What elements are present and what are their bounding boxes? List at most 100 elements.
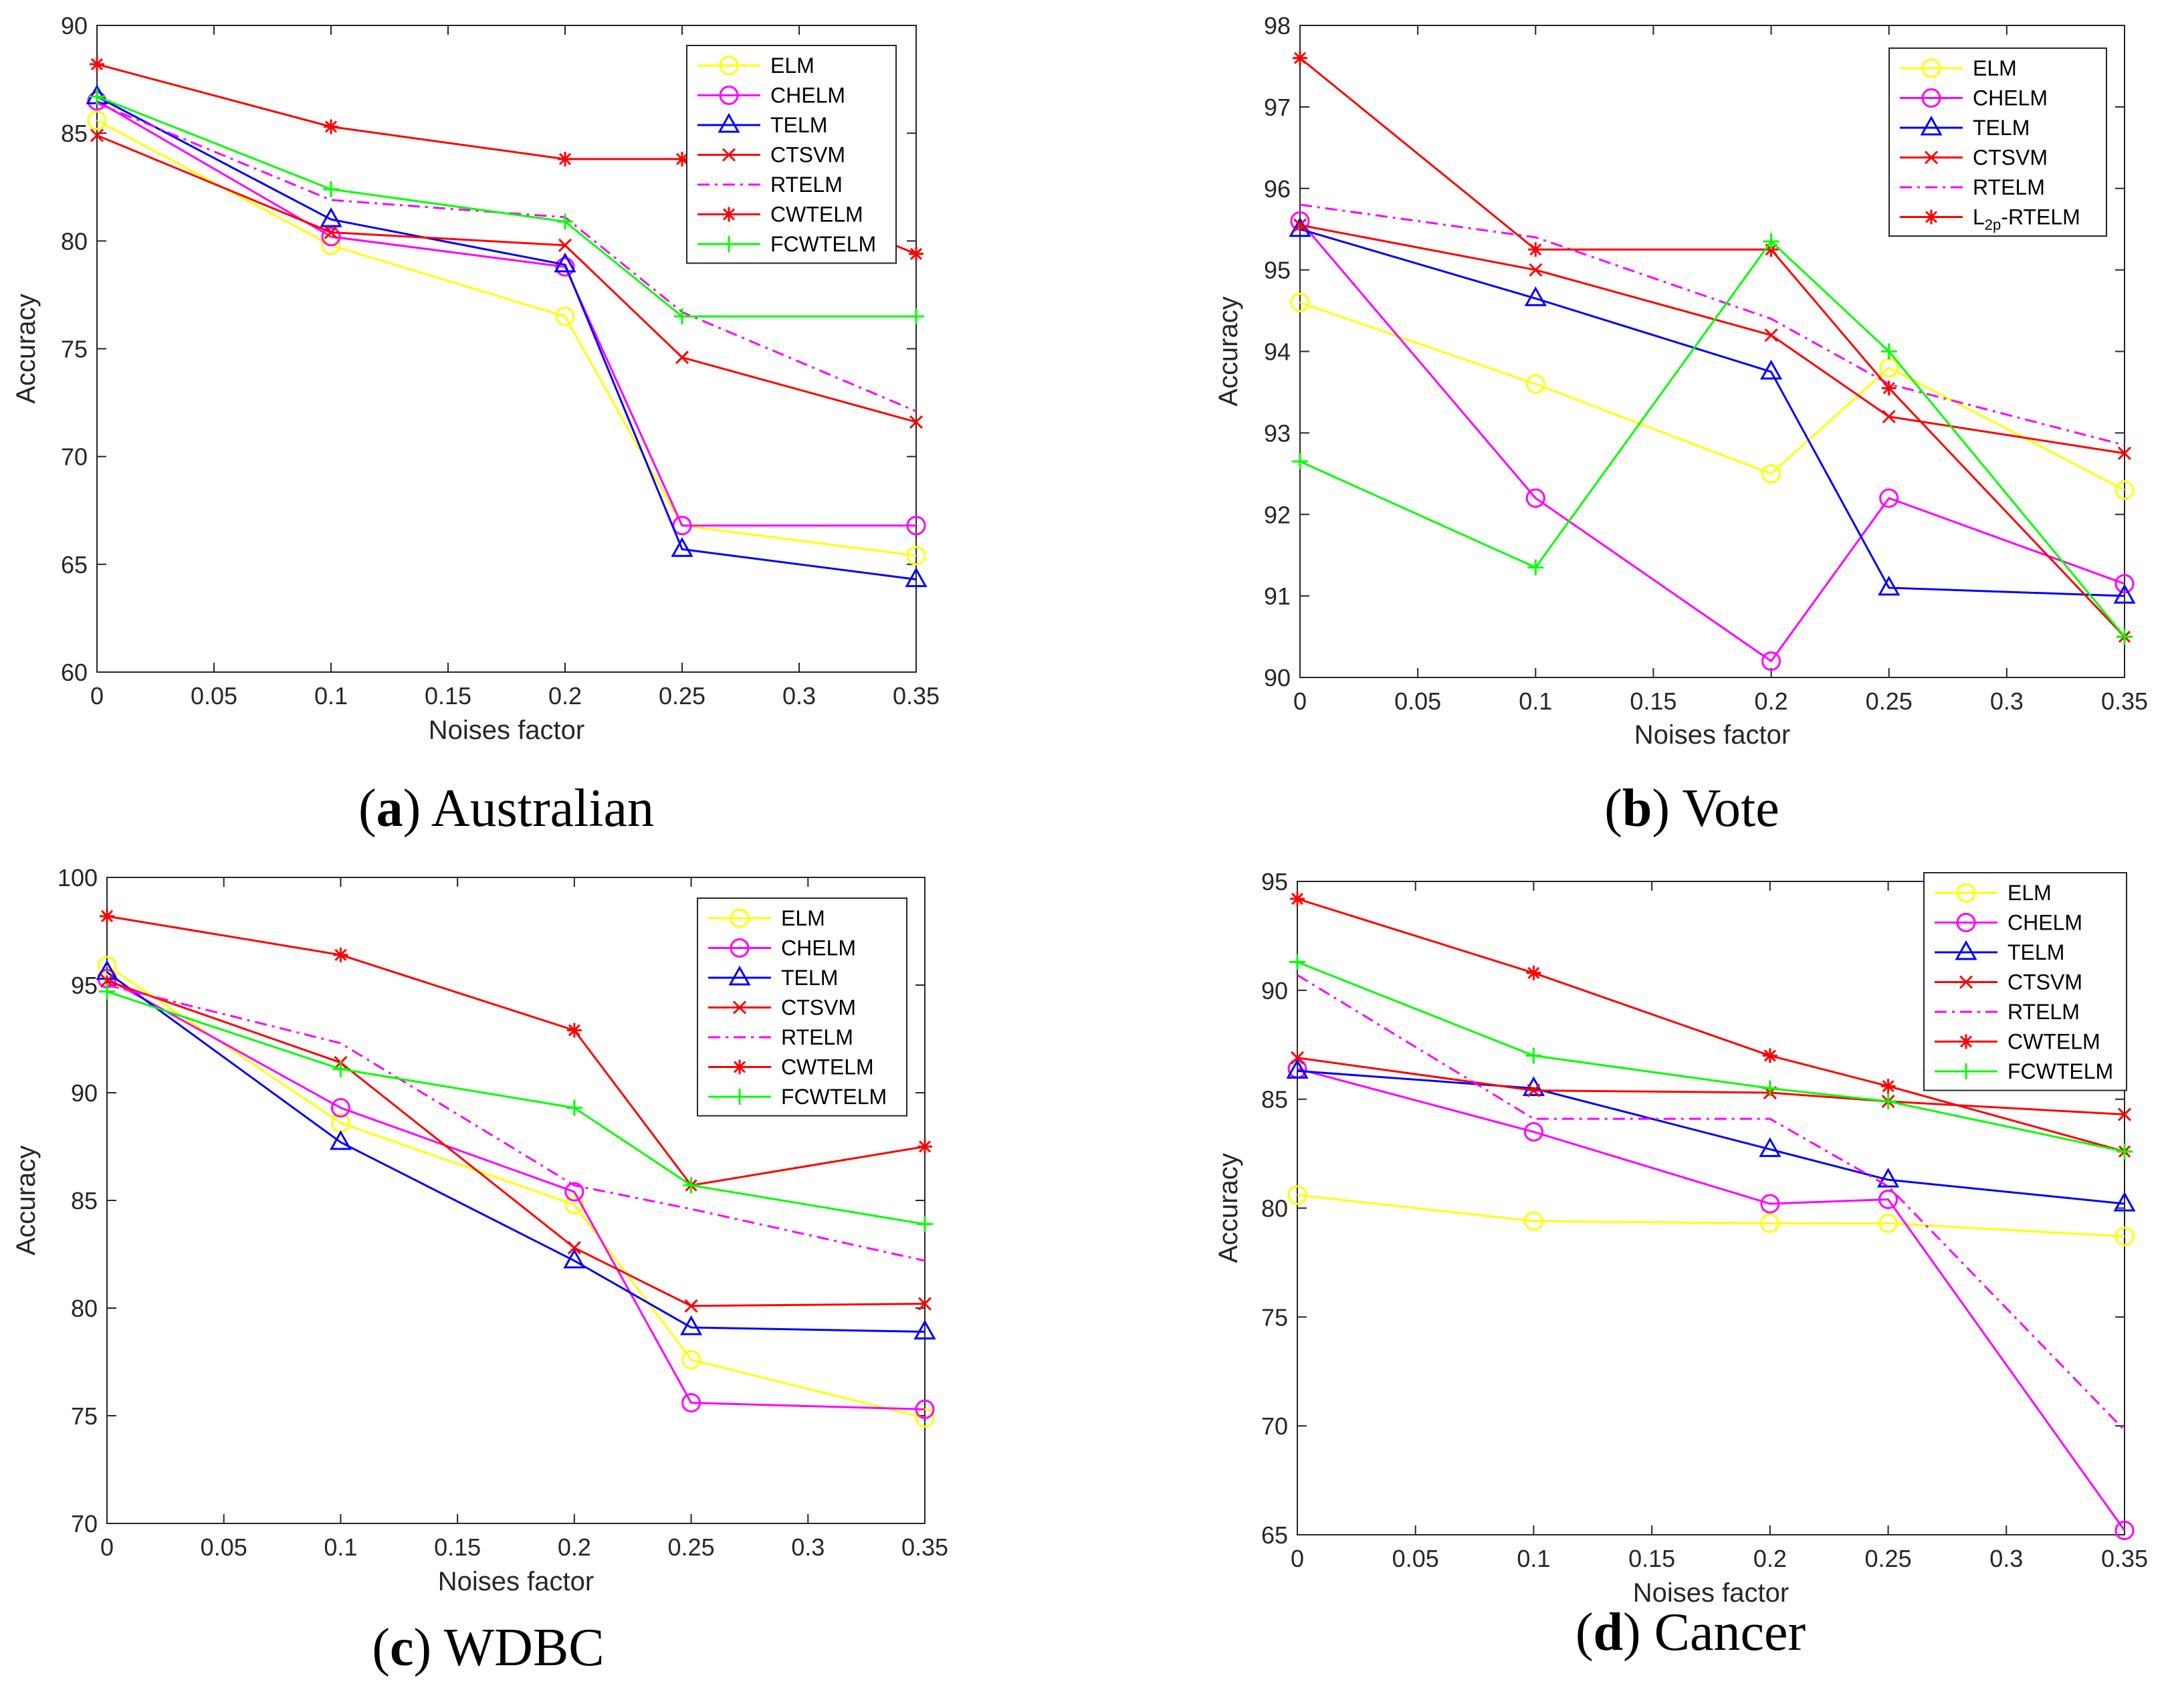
data-point: [555, 257, 575, 277]
series-rtelm: [1297, 974, 2126, 1431]
series-line: [1299, 203, 2125, 447]
legend-label: CTSVM: [781, 996, 856, 1020]
y-tick-label: 90: [71, 1079, 98, 1107]
y-tick-label: 90: [1261, 977, 1288, 1004]
series-line: [1297, 1067, 2126, 1531]
data-point: [1527, 1083, 1541, 1097]
data-point: [2117, 446, 2132, 460]
legend-label: ELM: [2008, 881, 2052, 905]
legend-marker: [730, 938, 750, 958]
legend-marker: [732, 1059, 747, 1075]
legend-marker: [728, 965, 751, 986]
data-point: [1881, 381, 1896, 396]
x-tick-label: 0.2: [1755, 687, 1788, 715]
x-tick-label: 0: [100, 1533, 114, 1561]
data-point: [1523, 1211, 1543, 1231]
data-point: [917, 1216, 933, 1233]
data-point: [1529, 263, 1543, 277]
series-ctsvm: [90, 128, 924, 429]
data-point: [1289, 217, 1311, 237]
data-point: [2117, 629, 2133, 645]
legend-marker: [722, 207, 736, 222]
data-point: [908, 308, 924, 325]
series-line: [96, 119, 917, 557]
series-fcwtelm: [99, 983, 933, 1233]
x-tick-label: 0.35: [893, 682, 940, 710]
series-line: [106, 984, 926, 1262]
data-point: [1525, 1047, 1542, 1064]
data-point: [671, 537, 693, 557]
legend-label: CHELM: [781, 936, 856, 960]
legend: ELM CHELM TELM CTSVM RTELM L2p-RTELM: [1888, 47, 2107, 237]
series-chelm: [97, 968, 935, 1419]
series-ctsvm: [100, 974, 932, 1313]
data-point: [675, 151, 689, 167]
data-point: [915, 1399, 935, 1419]
legend-label: CWTELM: [770, 203, 863, 227]
data-point: [564, 1194, 584, 1214]
chart-panel-b: 0 0.05 0.1 0.15 0.2 0.25 0.3 0.35 90 91 92 93 94 95 96…: [1214, 12, 2148, 838]
legend: ELM CHELM TELM CTSVM RTELM CWTELM FCWTELM: [1923, 872, 2127, 1091]
series-telm: [86, 84, 928, 587]
series-telm: [96, 960, 936, 1340]
series-elm: [1287, 1185, 2135, 1247]
data-point: [1759, 1137, 1781, 1158]
data-point: [558, 151, 572, 167]
data-point: [1761, 651, 1781, 671]
data-point: [567, 1241, 581, 1255]
y-tick-label: 90: [61, 12, 88, 39]
y-tick-label: 80: [61, 227, 88, 255]
y-tick-label: 92: [1264, 501, 1291, 528]
y-tick-label: 91: [1264, 582, 1291, 610]
series-line: [96, 96, 917, 580]
data-point: [320, 207, 342, 227]
y-tick-label: 85: [1261, 1086, 1288, 1113]
legend-marker: [1955, 940, 1977, 960]
series-line: [106, 971, 926, 1333]
chart-panel-d: 0 0.05 0.1 0.15 0.2 0.25 0.3 0.35 65 70 75 80 85 90 95…: [1214, 868, 2148, 1662]
data-point: [1761, 463, 1781, 484]
x-tick-label: 0.3: [782, 682, 816, 710]
x-tick-label: 0.25: [1866, 687, 1913, 715]
data-point: [96, 960, 118, 980]
x-tick-label: 0.25: [1865, 1545, 1912, 1572]
data-point: [324, 119, 338, 134]
legend-label: ELM: [770, 54, 815, 78]
x-tick-label: 0.35: [2101, 1545, 2148, 1572]
data-point: [1878, 1213, 1899, 1233]
x-tick-label: 0: [1293, 687, 1307, 715]
legend-marker: [719, 86, 739, 105]
legend-label: CHELM: [2008, 911, 2082, 935]
data-point: [1293, 218, 1307, 232]
legend-label: CHELM: [1973, 86, 2048, 110]
x-tick-label: 0.3: [791, 1533, 825, 1561]
data-point: [1524, 286, 1547, 306]
series-elm: [1290, 292, 2135, 500]
legend-marker: [1924, 209, 1939, 225]
series-cwtelm: [100, 908, 932, 1193]
data-point: [1760, 1213, 1780, 1233]
y-tick-label: 95: [1264, 257, 1291, 284]
data-point: [1287, 1185, 1307, 1205]
x-tick-label: 0: [1291, 1545, 1304, 1572]
data-point: [1290, 1051, 1305, 1065]
x-tick-label: 0.25: [659, 682, 706, 710]
legend-label: ELM: [781, 906, 825, 930]
legend-marker: [1921, 88, 1941, 108]
series-line: [1299, 228, 2125, 597]
y-tick-label: 70: [1261, 1412, 1288, 1440]
y-tick-label: 70: [71, 1510, 98, 1537]
data-point: [681, 1350, 701, 1370]
data-point: [909, 246, 924, 261]
x-tick-label: 0.15: [1630, 687, 1676, 715]
x-tick-label: 0.15: [434, 1533, 481, 1561]
data-point: [1880, 343, 1897, 360]
y-tick-label: 96: [1264, 175, 1291, 203]
legend-marker: [1959, 1034, 1973, 1049]
legend-marker: [1920, 115, 1943, 136]
data-point: [90, 128, 104, 142]
data-point: [564, 1182, 584, 1202]
data-point: [674, 308, 690, 325]
series-line: [1297, 1194, 2125, 1238]
data-point: [1528, 242, 1543, 257]
